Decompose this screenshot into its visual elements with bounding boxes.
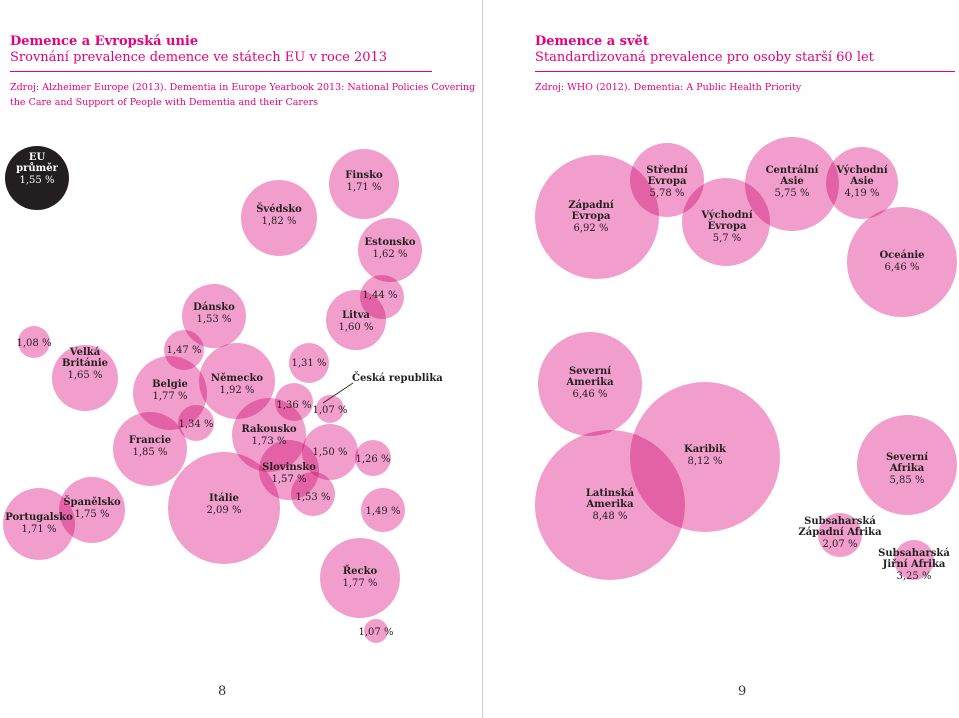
bubble-1-6 bbox=[538, 332, 642, 436]
bubble-1-10 bbox=[818, 513, 862, 557]
bubble-1-11 bbox=[894, 540, 934, 580]
bubble-label-0-21: Slovinsko 1,57 % bbox=[262, 462, 316, 485]
bubble-label-0-23: Itálie 2,09 % bbox=[207, 493, 242, 516]
bubble-0-17 bbox=[113, 412, 187, 486]
bubble-label-0-6: 1,44 % bbox=[363, 290, 398, 301]
bubble-0-7 bbox=[18, 326, 50, 358]
bubble-label-0-19: 1,50 % bbox=[313, 447, 348, 458]
bubble-0-16 bbox=[178, 405, 214, 441]
bubble-label-0-11: Německo 1,92 % bbox=[211, 373, 263, 396]
bubble-label-0-24: 1,49 % bbox=[366, 506, 401, 517]
bubble-label-0-0: EU průměr 1,55 % bbox=[16, 152, 58, 186]
bubble-label-0-5: Litva 1,60 % bbox=[339, 310, 374, 333]
bubble-0-12 bbox=[289, 343, 329, 383]
bubble-1-0 bbox=[535, 155, 659, 279]
bubble-label-1-5: Oceánie 6,46 % bbox=[879, 250, 924, 273]
bubble-label-1-9: Severní Afrika 5,85 % bbox=[886, 452, 928, 486]
bubble-0-20 bbox=[355, 440, 391, 476]
bubble-label-1-4: Východní Asie 4,19 % bbox=[835, 165, 887, 199]
bubble-label-0-17: Francie 1,85 % bbox=[129, 435, 171, 458]
bubble-label-1-2: Východní Evropa 5,7 % bbox=[700, 210, 752, 244]
left-source: Zdroj: Alzheimer Europe (2013). Dementia… bbox=[10, 80, 475, 110]
bubble-label-0-18: Rakousko 1,73 % bbox=[241, 424, 296, 447]
left-header-rule bbox=[10, 71, 432, 72]
bubble-0-15 bbox=[316, 395, 344, 423]
left-source-line2: the Care and Support of People with Deme… bbox=[10, 97, 318, 108]
bubble-label-0-1: Švédsko 1,82 % bbox=[256, 203, 302, 227]
bubble-label-1-3: Centrální Asie 5,75 % bbox=[766, 165, 819, 199]
bubble-label-0-15: 1,07 % bbox=[313, 405, 348, 416]
bubble-0-11 bbox=[199, 343, 275, 419]
bubble-1-8 bbox=[535, 430, 685, 580]
bubble-label-1-8: Latinská Amerika 8,48 % bbox=[585, 488, 634, 522]
bubble-label-1-11: Subsaharská Jiřní Afrika 3,25 % bbox=[878, 548, 950, 582]
bubble-0-26 bbox=[3, 488, 75, 560]
bubble-0-23 bbox=[168, 452, 280, 564]
bubble-label-0-14: 1,36 % bbox=[277, 400, 312, 411]
bubble-0-27 bbox=[320, 538, 400, 618]
bubble-0-22 bbox=[291, 472, 335, 516]
right-subtitle: Standardizovaná prevalence pro osoby sta… bbox=[535, 50, 874, 65]
bubble-0-1 bbox=[241, 180, 317, 256]
bubble-label-0-3: Estonsko 1,62 % bbox=[364, 237, 415, 260]
bubble-0-6 bbox=[360, 275, 404, 319]
bubble-label-1-7: Karibik 8,12 % bbox=[684, 444, 727, 467]
bubble-label-0-2: Finsko 1,71 % bbox=[345, 170, 383, 193]
page-number-left: 8 bbox=[218, 684, 227, 699]
bubble-label-1-10: Subsaharská Západní Afrika 2,07 % bbox=[798, 516, 882, 550]
bubble-label-1-6: Severní Amerika 6,46 % bbox=[565, 366, 614, 400]
bubble-0-3 bbox=[358, 218, 422, 282]
bubble-label-0-7: 1,08 % bbox=[17, 338, 52, 349]
page-divider bbox=[482, 0, 483, 718]
right-source: Zdroj: WHO (2012). Dementia: A Public He… bbox=[535, 82, 802, 93]
bubble-label-0-9: 1,47 % bbox=[167, 345, 202, 356]
bubble-label-0-10: Belgie 1,77 % bbox=[152, 379, 188, 402]
bubble-label-0-12: 1,31 % bbox=[292, 358, 327, 369]
bubble-label-0-25: Španělsko 1,75 % bbox=[63, 496, 121, 520]
bubble-0-2 bbox=[329, 149, 399, 219]
bubble-1-5 bbox=[847, 207, 957, 317]
bubble-label-0-27: Řecko 1,77 % bbox=[343, 565, 378, 589]
bubble-label-0-22: 1,53 % bbox=[296, 492, 331, 503]
bubble-label-0-26: Portugalsko 1,71 % bbox=[5, 512, 73, 535]
bubble-0-25 bbox=[59, 477, 125, 543]
bubble-label-0-20: 1,26 % bbox=[356, 454, 391, 465]
left-source-line1: Zdroj: Alzheimer Europe (2013). Dementia… bbox=[10, 82, 476, 93]
bubble-1-3 bbox=[745, 137, 839, 231]
right-title: Demence a svět bbox=[535, 34, 649, 49]
right-header-rule bbox=[535, 71, 955, 72]
bubble-0-24 bbox=[361, 488, 405, 532]
bubble-0-0 bbox=[5, 146, 69, 210]
bubble-label-0-8: Velká Británie 1,65 % bbox=[62, 347, 108, 381]
bubble-1-1 bbox=[630, 143, 704, 217]
bubble-0-28 bbox=[364, 619, 388, 643]
left-subtitle: Srovnání prevalence demence ve státech E… bbox=[10, 50, 388, 65]
bubble-0-4 bbox=[182, 284, 246, 348]
bubble-label-0-4: Dánsko 1,53 % bbox=[193, 302, 235, 325]
bubble-label-0-28: 1,07 % bbox=[359, 627, 394, 638]
bubble-1-4 bbox=[826, 147, 898, 219]
page-number-right: 9 bbox=[738, 684, 747, 699]
bubble-label-0-13: Česká republika bbox=[352, 372, 443, 384]
left-title: Demence a Evropská unie bbox=[10, 34, 199, 49]
bubble-label-1-0: Západní Evropa 6,92 % bbox=[568, 200, 614, 234]
bubble-0-8 bbox=[52, 345, 118, 411]
bubble-label-1-1: Střední Evropa 5,78 % bbox=[646, 165, 688, 199]
bubble-label-0-16: 1,34 % bbox=[179, 419, 214, 430]
bubble-1-9 bbox=[857, 415, 957, 515]
